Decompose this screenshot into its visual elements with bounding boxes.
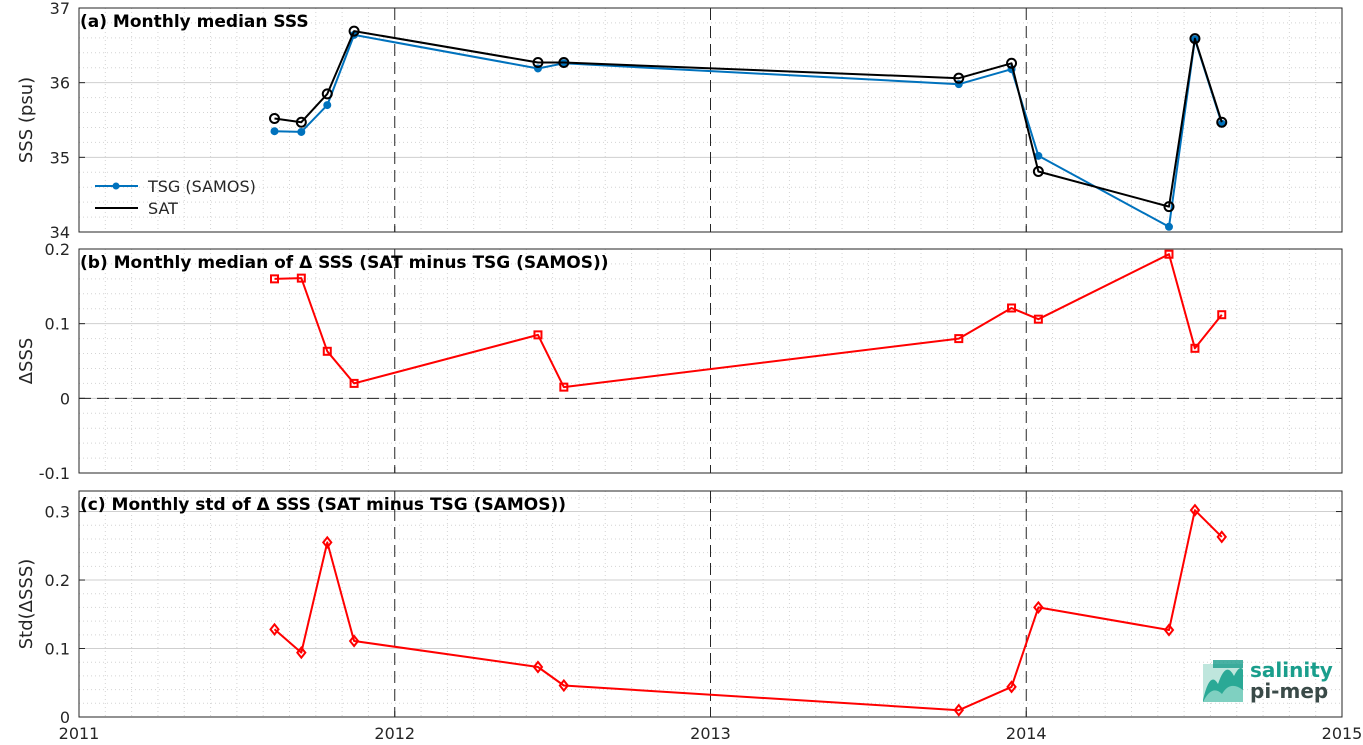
panel-a-point — [321, 88, 333, 100]
panel-b-ytick-label: 0.2 — [45, 240, 70, 259]
panel-b-point — [1217, 310, 1227, 320]
panel-b-point — [954, 334, 964, 344]
panel-c-point — [953, 703, 965, 717]
panel-b-point — [1007, 303, 1017, 313]
panel-c-point — [321, 535, 333, 549]
panel-b-series-delta — [270, 249, 1227, 392]
panel-b-ytick-label: 0 — [60, 389, 70, 408]
panel-c-point — [1216, 530, 1228, 544]
panel-a-series-line — [274, 30, 1223, 208]
panel-a-ylabel: SSS (psu) — [16, 77, 37, 163]
panel-a-point — [348, 25, 360, 37]
panel-b-point — [349, 378, 359, 388]
panel-a-series-line — [274, 33, 1223, 228]
panel-a-point — [269, 113, 281, 125]
panel-c-ylabel: Std(ΔSSS) — [16, 559, 37, 650]
panel-a-grid — [79, 8, 1342, 232]
panel-a-series-tsg-samos — [270, 30, 1226, 231]
logo-text-pi-mep: pi-mep — [1250, 679, 1328, 703]
panel-c-xtick-label: 2014 — [1006, 724, 1047, 743]
panel-c-xtick-label: 2015 — [1322, 724, 1363, 743]
panel-b-point — [533, 330, 543, 340]
panel-c-series-line — [273, 509, 1223, 712]
panel-a-ytick-label: 34 — [50, 223, 70, 242]
logo-text-salinity: salinity — [1250, 658, 1333, 682]
panel-a-point — [1189, 33, 1201, 45]
legend-label-1: SAT — [148, 199, 178, 218]
panel-c-point — [532, 660, 544, 674]
panel-a-point — [953, 72, 965, 84]
panel-b-point — [1190, 343, 1200, 353]
panel-b-ylabel: ΔSSS — [16, 338, 37, 385]
panel-a-point — [297, 127, 306, 136]
panel-a-point — [295, 116, 307, 128]
panel-c-monthly-std-delta-sss: 0 0.1 0.2 0.3 Std(ΔSSS) (c) Monthly std of Δ … — [16, 490, 1363, 743]
panel-b-title: (b) Monthly median of Δ SSS (SAT minus T… — [80, 253, 609, 273]
panel-c-series-delta — [269, 503, 1228, 717]
panel-b-ytick-label: -0.1 — [39, 464, 70, 483]
panel-c-ytick-label: 0.3 — [45, 503, 70, 522]
panel-a-point — [532, 57, 544, 69]
panel-a-point — [558, 57, 570, 69]
panel-c-ytick-label: 0 — [60, 708, 70, 727]
panel-a-ytick-label: 37 — [50, 0, 70, 18]
logo-wave-icon — [1203, 660, 1243, 702]
panel-a-point — [1164, 222, 1173, 231]
panel-a-ytick-label: 35 — [50, 148, 70, 167]
panel-a-monthly-median-sss: 34 35 36 37 SSS (psu) (a) Monthly median SSS T… — [16, 0, 1343, 242]
panel-b-point — [270, 274, 280, 284]
panel-c-ytick-label: 0.1 — [45, 640, 70, 659]
panel-a-point — [323, 101, 332, 110]
panel-b-monthly-median-delta-sss: -0.1 0 0.1 0.2 ΔSSS (b) Monthly median of Δ S… — [16, 240, 1343, 483]
panel-c-point — [558, 678, 570, 693]
panel-c-point — [1189, 503, 1201, 517]
panel-c-point — [1163, 623, 1175, 637]
panel-a-point — [1216, 116, 1228, 128]
panel-a-legend: TSG (SAMOS) SAT — [95, 177, 256, 218]
panel-c-point — [269, 622, 280, 636]
panel-a-series-sat — [269, 25, 1228, 213]
panel-b-point — [1033, 314, 1043, 324]
panel-a-title: (a) Monthly median SSS — [80, 12, 309, 32]
panel-b-point — [296, 273, 306, 283]
panel-a-point — [1032, 166, 1044, 178]
legend-marker-0 — [112, 182, 120, 190]
panel-a-point — [1006, 57, 1018, 69]
panel-b-point — [1164, 249, 1174, 259]
panel-a-point — [270, 127, 279, 136]
panel-b-series-line — [274, 253, 1223, 389]
panel-b-point — [559, 382, 569, 392]
salinity-pi-mep-logo: salinity pi-mep — [1203, 658, 1333, 703]
panel-c-point — [348, 634, 360, 648]
panel-c-grid — [79, 491, 1342, 717]
panel-c-xtick-label: 2011 — [59, 724, 100, 743]
panel-b-ytick-label: 0.1 — [45, 315, 70, 334]
panel-c-title: (c) Monthly std of Δ SSS (SAT minus TSG … — [80, 495, 566, 515]
panel-b-grid — [79, 249, 1342, 473]
panel-c-point — [1006, 680, 1017, 694]
panel-c-xtick-label: 2012 — [374, 724, 415, 743]
legend-label-0: TSG (SAMOS) — [147, 177, 256, 196]
panel-c-xtick-label: 2013 — [690, 724, 731, 743]
panel-c-point — [1033, 600, 1044, 615]
panel-b-point — [322, 346, 332, 356]
panel-c-ytick-label: 0.2 — [45, 571, 70, 590]
panel-c-point — [296, 646, 307, 660]
panel-a-point — [1163, 201, 1175, 213]
panel-a-ytick-label: 36 — [50, 74, 70, 93]
